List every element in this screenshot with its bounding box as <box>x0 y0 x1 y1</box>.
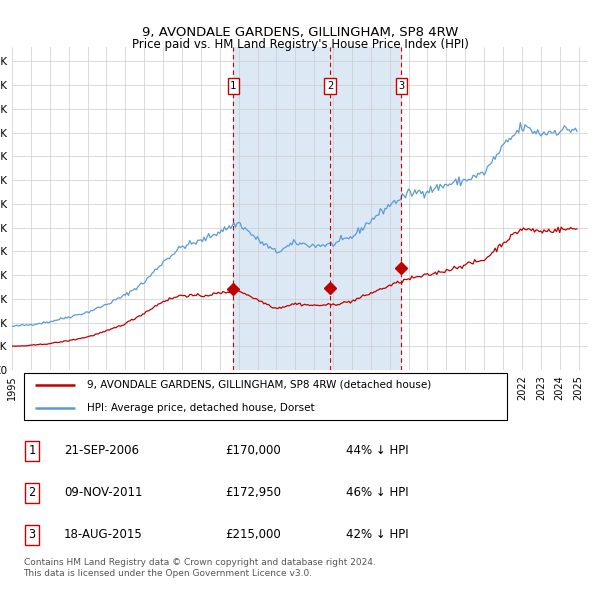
Text: Price paid vs. HM Land Registry's House Price Index (HPI): Price paid vs. HM Land Registry's House … <box>131 38 469 51</box>
Bar <box>233 47 401 370</box>
FancyBboxPatch shape <box>23 373 508 420</box>
Text: 1: 1 <box>29 444 36 457</box>
Text: 2: 2 <box>327 81 334 91</box>
Text: 1: 1 <box>230 81 236 91</box>
Text: 18-AUG-2015: 18-AUG-2015 <box>64 528 143 541</box>
Text: 3: 3 <box>29 528 36 541</box>
Text: 42% ↓ HPI: 42% ↓ HPI <box>346 528 409 541</box>
Text: HPI: Average price, detached house, Dorset: HPI: Average price, detached house, Dors… <box>87 403 314 413</box>
Text: 2: 2 <box>29 486 36 499</box>
Text: 44% ↓ HPI: 44% ↓ HPI <box>346 444 409 457</box>
Text: 09-NOV-2011: 09-NOV-2011 <box>64 486 142 499</box>
Text: 46% ↓ HPI: 46% ↓ HPI <box>346 486 409 499</box>
Text: 21-SEP-2006: 21-SEP-2006 <box>64 444 139 457</box>
Text: Contains HM Land Registry data © Crown copyright and database right 2024.: Contains HM Land Registry data © Crown c… <box>23 558 375 567</box>
Text: £170,000: £170,000 <box>225 444 281 457</box>
Text: £172,950: £172,950 <box>225 486 281 499</box>
Text: 3: 3 <box>398 81 404 91</box>
Text: This data is licensed under the Open Government Licence v3.0.: This data is licensed under the Open Gov… <box>23 569 313 578</box>
Text: 9, AVONDALE GARDENS, GILLINGHAM, SP8 4RW (detached house): 9, AVONDALE GARDENS, GILLINGHAM, SP8 4RW… <box>87 380 431 390</box>
Text: £215,000: £215,000 <box>225 528 281 541</box>
Text: 9, AVONDALE GARDENS, GILLINGHAM, SP8 4RW: 9, AVONDALE GARDENS, GILLINGHAM, SP8 4RW <box>142 26 458 39</box>
